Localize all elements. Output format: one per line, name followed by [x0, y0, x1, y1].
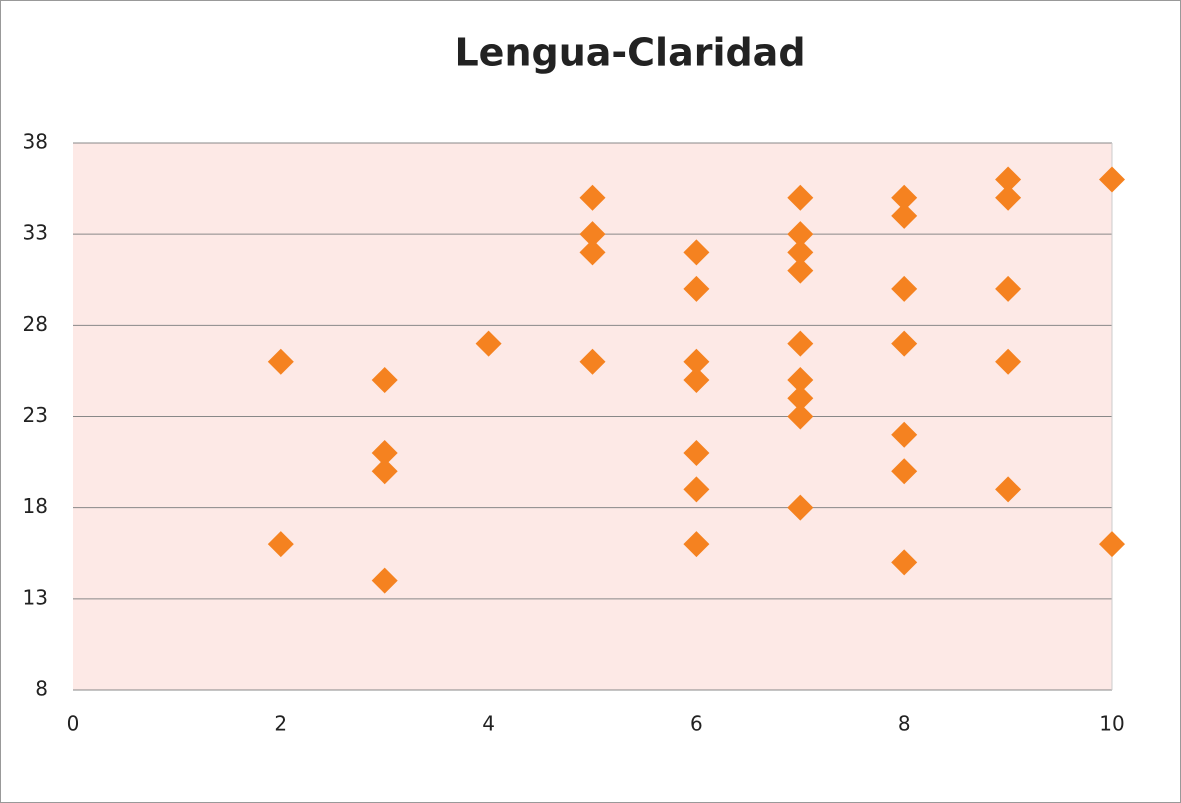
point: [891, 421, 918, 448]
point: [475, 330, 502, 357]
point: [371, 458, 398, 485]
point: [683, 367, 710, 394]
point: [683, 476, 710, 503]
point: [267, 348, 294, 375]
chart-title: Lengua-Claridad: [454, 31, 805, 75]
point: [787, 494, 814, 521]
point: [995, 348, 1022, 375]
point: [787, 184, 814, 211]
point: [995, 166, 1022, 193]
point: [787, 367, 814, 394]
point: [787, 239, 814, 266]
point: [891, 202, 918, 229]
point: [683, 531, 710, 558]
point: [267, 531, 294, 558]
point: [891, 549, 918, 576]
point: [1099, 166, 1125, 193]
point: [579, 239, 606, 266]
point: [371, 439, 398, 466]
x-tick-label: 8: [898, 712, 911, 736]
y-tick-label: 18: [23, 494, 48, 518]
point: [683, 348, 710, 375]
point: [787, 257, 814, 284]
point: [995, 476, 1022, 503]
point: [579, 184, 606, 211]
point: [891, 275, 918, 302]
point: [787, 221, 814, 248]
point: [787, 385, 814, 412]
point: [891, 184, 918, 211]
y-tick-label: 8: [35, 677, 48, 701]
x-tick-label: 0: [67, 712, 80, 736]
x-tick-label: 2: [274, 712, 287, 736]
point: [891, 330, 918, 357]
x-tick-label: 10: [1099, 712, 1124, 736]
y-tick-label: 13: [23, 585, 48, 609]
point: [683, 275, 710, 302]
y-tick-label: 33: [23, 221, 48, 245]
point: [891, 458, 918, 485]
y-tick-label: 38: [23, 130, 48, 154]
point: [995, 184, 1022, 211]
point: [371, 567, 398, 594]
point: [787, 330, 814, 357]
point: [579, 221, 606, 248]
y-tick-label: 28: [23, 312, 48, 336]
point: [1099, 531, 1125, 558]
y-tick-label: 23: [23, 403, 48, 427]
point: [995, 275, 1022, 302]
point: [579, 348, 606, 375]
point: [787, 403, 814, 430]
x-tick-label: 4: [482, 712, 495, 736]
x-tick-label: 6: [690, 712, 703, 736]
point: [683, 439, 710, 466]
point: [683, 239, 710, 266]
point: [371, 367, 398, 394]
